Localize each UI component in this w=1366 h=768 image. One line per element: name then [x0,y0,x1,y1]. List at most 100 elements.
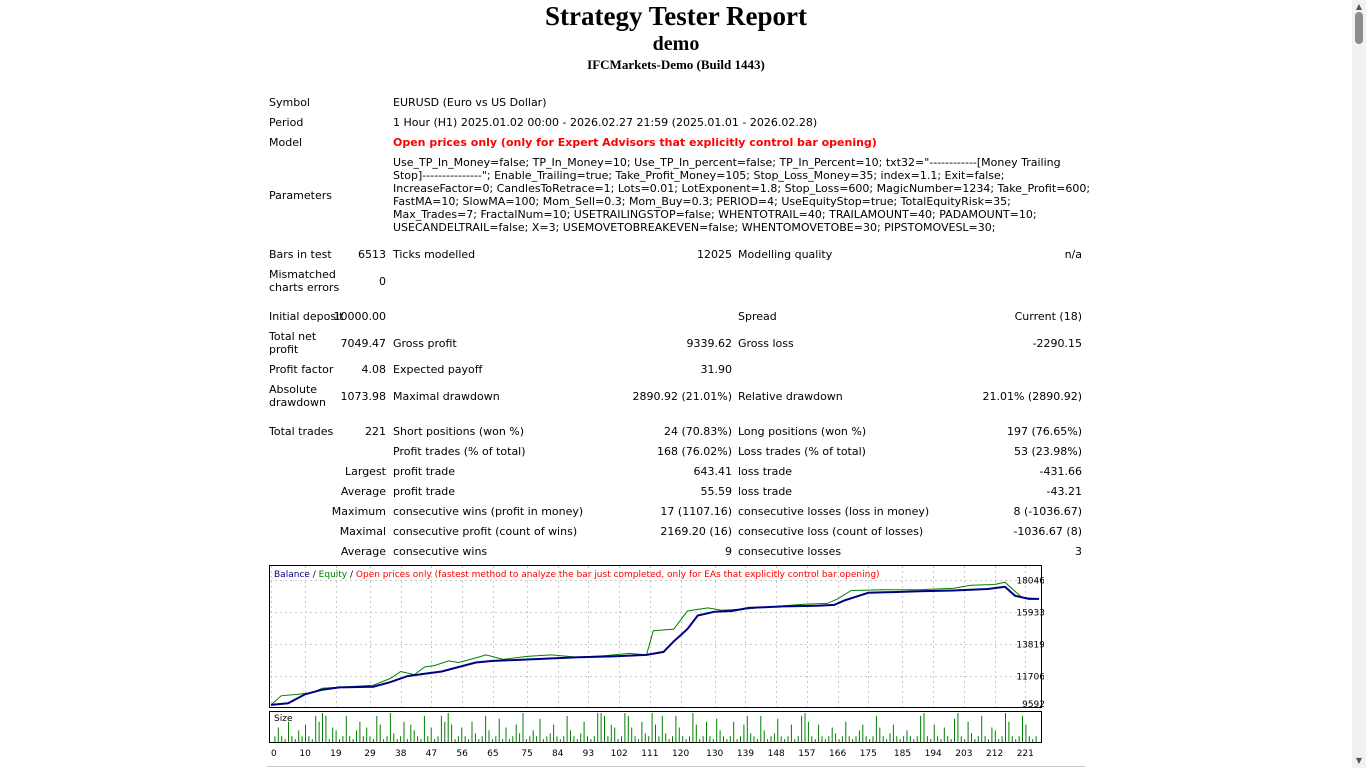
bars-value: 6513 [358,248,386,261]
largest-profit-label: profit trade [393,465,456,478]
average-loss-label: loss trade [738,485,793,498]
max-wins-value: 17 (1107.16) [660,505,732,518]
grossloss-label: Gross loss [738,337,794,350]
x-tick-label: 120 [672,749,689,759]
trades-label: Total trades [269,425,334,438]
payoff-label: Expected payoff [393,363,483,376]
x-tick-label: 148 [768,749,785,759]
long-value: 197 (76.65%) [1006,425,1082,438]
deposit-value: 10000.00 [333,310,387,323]
absdd-value: 1073.98 [340,390,387,403]
x-tick-label: 221 [1017,749,1034,759]
y-tick-label: 15933 [1016,609,1044,619]
x-tick-label: 194 [925,749,942,759]
x-tick-label: 130 [706,749,723,759]
x-tick-label: 47 [426,749,437,759]
x-tick-label: 56 [456,749,468,759]
absdd-label-1: Absolute [269,383,318,396]
legend-note: Open prices only (fastest method to anal… [356,570,880,580]
parameters-label: Parameters [269,189,332,202]
trade-size-chart: Size [269,711,1042,743]
largest-label: Largest [345,465,386,478]
reldd-value: 21.01% (2890.92) [982,390,1082,403]
payoff-value: 31.90 [700,363,733,376]
max-losses-label: consecutive losses (loss in money) [738,505,930,518]
legend-balance: Balance [274,570,310,580]
x-tick-label: 157 [798,749,815,759]
average-profit-value: 55.59 [700,485,733,498]
max-losses-value: 8 (-1036.67) [1013,505,1082,518]
avg-consecutive-label: Average [340,545,386,558]
legend-sep-1: / [310,570,319,580]
mismatch-label-2: charts errors [269,281,340,294]
x-tick-label: 65 [487,749,498,759]
maxdd-label: Maximal drawdown [393,390,500,403]
x-tick-label: 175 [860,749,877,759]
x-tick-label: 29 [364,749,376,759]
maximal-loss-label: consecutive loss (count of losses) [738,525,924,538]
maxdd-value: 2890.92 (21.01%) [632,390,732,403]
largest-loss-label: loss trade [738,465,793,478]
avg-losses-label: consecutive losses [738,545,842,558]
chart-legend: Balance / Equity / Open prices only (fas… [274,570,880,580]
x-tick-label: 0 [271,749,277,759]
max-wins-label: consecutive wins (profit in money) [393,505,584,518]
bars-label: Bars in test [269,248,332,261]
scroll-down-icon[interactable]: ▼ [1355,756,1363,765]
loss-trades-value: 53 (23.98%) [1013,445,1082,458]
x-tick-label: 38 [395,749,407,759]
x-tick-label: 212 [986,749,1003,759]
spread-value: Current (18) [1014,310,1082,323]
x-axis-ticks: 0 10 19 29 38 47 56 65 75 84 93 102 111 120 130 139 148 1… [271,749,1034,759]
netprofit-label-2: profit [269,343,299,356]
short-value: 24 (70.83%) [663,425,732,438]
x-tick-label: 10 [299,749,311,759]
spread-label: Spread [738,310,777,323]
model-label: Model [269,136,303,149]
x-tick-label: 19 [330,749,342,759]
average-label: Average [340,485,386,498]
y-tick-label: 18046 [1016,577,1044,587]
largest-profit-value: 643.41 [693,465,733,478]
mismatch-label-1: Mismatched [269,268,336,281]
avg-losses-value: 3 [1075,545,1082,558]
x-tick-label: 111 [641,749,658,759]
quality-value: n/a [1064,248,1082,261]
x-tick-label: 75 [521,749,532,759]
size-label: Size [274,714,293,724]
profit-trades-label: Profit trades (% of total) [393,445,526,458]
netprofit-value: 7049.47 [340,337,387,350]
x-tick-label: 203 [955,749,972,759]
maximal-profit-value: 2169.20 (16) [660,525,732,538]
profit-factor-label: Profit factor [269,363,334,376]
x-tick-label: 185 [894,749,911,759]
profit-trades-value: 168 (76.02%) [656,445,732,458]
balance-series-line [270,585,1039,706]
y-tick-label: 9592 [1022,700,1044,708]
short-label: Short positions (won %) [393,425,525,438]
avg-wins-value: 9 [725,545,732,558]
ticks-label: Ticks modelled [393,248,476,261]
balance-equity-chart: 18046 15933 13819 11706 9592 Balance / Equit… [269,565,1044,708]
chart-y-ticks: 18046 15933 13819 11706 9592 [1016,577,1044,709]
scroll-up-icon[interactable]: ▲ [1355,2,1363,11]
bottom-divider [267,766,1085,767]
largest-loss-value: -431.66 [1039,465,1082,478]
chart-frame [269,565,1042,708]
y-tick-label: 11706 [1016,673,1044,683]
mismatch-value: 0 [379,275,386,288]
x-tick-label: 93 [583,749,594,759]
x-tick-label: 139 [737,749,754,759]
y-tick-label: 13819 [1016,641,1044,651]
long-label: Long positions (won %) [738,425,867,438]
netprofit-label-1: Total net [269,330,317,343]
account-name: demo [652,33,700,55]
size-bars [274,713,1037,742]
profit-factor-value: 4.08 [361,363,387,376]
vertical-scrollbar[interactable]: ▲ ▼ [1352,0,1366,768]
avg-wins-label: consecutive wins [393,545,488,558]
average-profit-label: profit trade [393,485,456,498]
legend-equity: Equity [319,570,348,580]
scrollbar-thumb[interactable] [1355,12,1363,44]
period-label: Period [269,116,304,129]
